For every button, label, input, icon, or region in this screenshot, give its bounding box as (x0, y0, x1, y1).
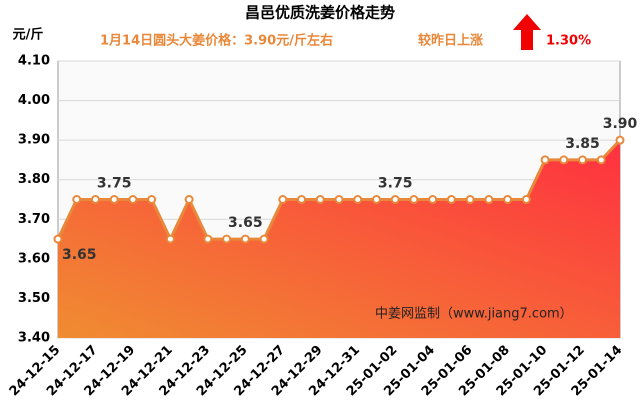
change-value: 1.30% (546, 34, 591, 49)
y-tick-label: 3.60 (18, 251, 50, 266)
point (203, 234, 213, 244)
point (503, 195, 513, 204)
up-arrow (513, 14, 541, 50)
point (184, 195, 194, 204)
y-tick-label: 3.40 (18, 331, 50, 346)
data-label: 3.65 (62, 247, 97, 263)
point (109, 195, 119, 204)
point (578, 155, 588, 165)
watermark: 中姜网监制（www.jiang7.com） (375, 307, 573, 322)
point (615, 135, 625, 145)
y-tick-label: 4.10 (18, 54, 50, 69)
change-text: 较昨日上涨 (418, 33, 483, 49)
point (484, 195, 494, 204)
point (559, 155, 569, 165)
point (259, 234, 269, 244)
data-label: 3.90 (603, 116, 638, 132)
point (297, 195, 307, 204)
point (446, 195, 456, 204)
point (90, 195, 100, 204)
y-tick-label: 3.50 (18, 291, 50, 306)
point (428, 195, 438, 204)
point (409, 195, 419, 204)
point (540, 155, 550, 165)
chart-title: 昌邑优质洗姜价格走势 (245, 4, 395, 22)
point (240, 234, 250, 244)
subtitle: 1月14日圆头大姜价格：3.90元/斤左右 (100, 33, 333, 49)
point (222, 234, 232, 244)
y-tick-label: 4.00 (18, 93, 50, 108)
point (334, 195, 344, 204)
data-label: 3.75 (378, 176, 413, 192)
point (53, 234, 63, 244)
data-label: 3.85 (565, 136, 600, 152)
point (128, 195, 138, 204)
data-label: 3.75 (97, 176, 132, 192)
point (72, 195, 82, 204)
point (465, 195, 475, 204)
point (371, 195, 381, 204)
data-label: 3.65 (228, 215, 263, 231)
y-tick-label: 3.90 (18, 133, 50, 148)
point (521, 195, 531, 204)
point (353, 195, 363, 204)
point (315, 195, 325, 204)
point (390, 195, 400, 204)
point (165, 234, 175, 244)
point (596, 155, 606, 165)
y-unit: 元/斤 (13, 27, 44, 43)
y-tick-label: 3.70 (18, 212, 50, 227)
point (278, 195, 288, 204)
point (147, 195, 157, 204)
area (58, 140, 620, 338)
y-tick-label: 3.80 (18, 172, 50, 187)
